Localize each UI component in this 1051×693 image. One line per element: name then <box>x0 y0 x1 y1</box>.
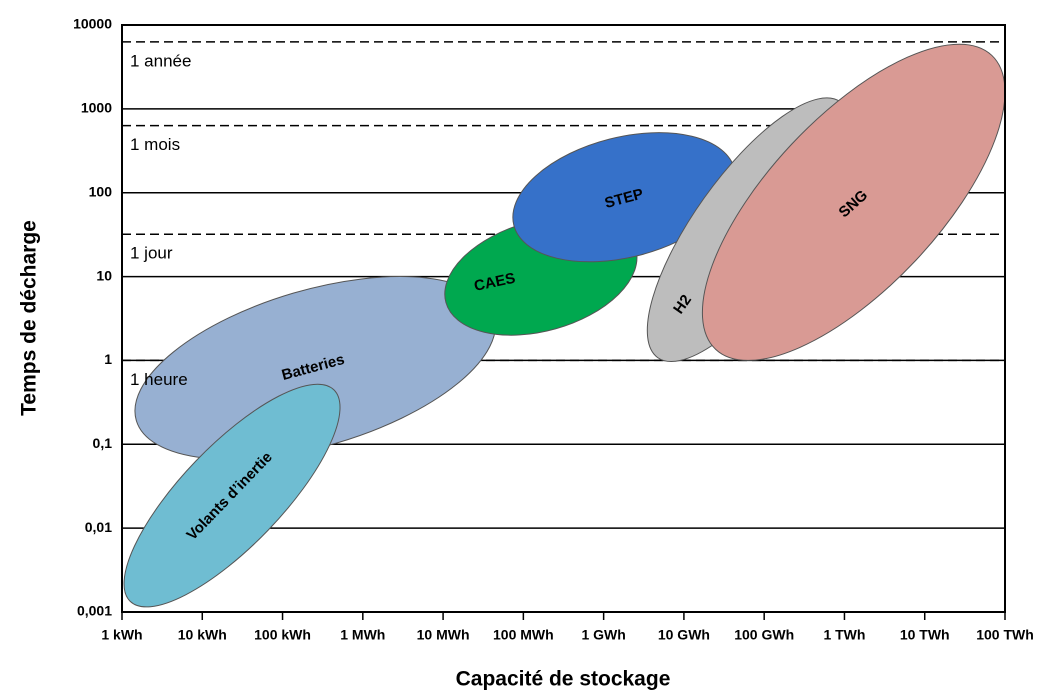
x-tick-label: 100 kWh <box>254 627 311 643</box>
y-tick-label: 0,01 <box>85 519 112 535</box>
y-tick-label: 100 <box>89 183 113 199</box>
x-tick-label: 100 GWh <box>734 627 794 643</box>
x-tick-label: 1 TWh <box>823 627 865 643</box>
y-tick-label: 10000 <box>73 16 112 32</box>
x-tick-label: 100 MWh <box>493 627 554 643</box>
region <box>701 43 1006 361</box>
x-tick-label: 10 MWh <box>417 627 470 643</box>
x-tick-label: 10 kWh <box>178 627 227 643</box>
x-tick-label: 1 MWh <box>340 627 385 643</box>
x-tick-label: 10 TWh <box>900 627 950 643</box>
y-tick-label: 1 <box>104 351 112 367</box>
x-tick-label: 10 GWh <box>658 627 710 643</box>
y-tick-label: 10 <box>96 267 112 283</box>
reference-label: 1 mois <box>130 135 180 154</box>
y-tick-label: 0,1 <box>93 435 113 451</box>
reference-label: 1 jour <box>130 244 173 263</box>
x-tick-label: 100 TWh <box>976 627 1034 643</box>
reference-label: 1 année <box>130 51 191 70</box>
x-tick-label: 1 kWh <box>101 627 142 643</box>
region <box>123 383 341 608</box>
y-axis-title: Temps de décharge <box>18 220 41 416</box>
reference-label: 1 heure <box>130 370 188 389</box>
x-axis-title: Capacité de stockage <box>456 668 671 691</box>
y-tick-label: 1000 <box>81 100 112 116</box>
plot-frame <box>121 24 1006 613</box>
y-tick-label: 0,001 <box>77 603 112 619</box>
x-tick-label: 1 GWh <box>581 627 625 643</box>
